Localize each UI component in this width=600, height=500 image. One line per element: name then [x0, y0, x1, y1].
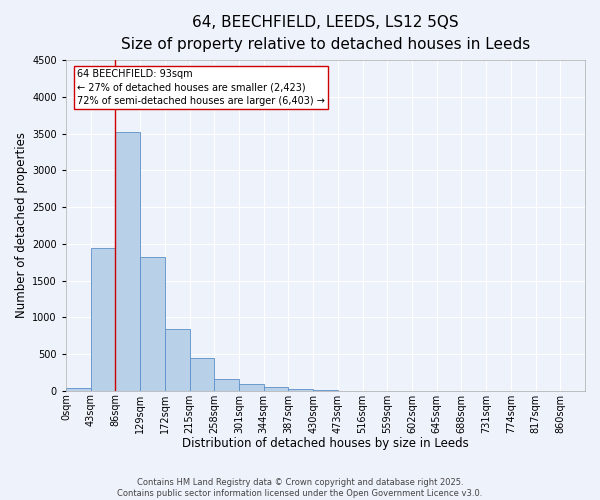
- Bar: [66, 388, 91, 390]
- Bar: [263, 387, 289, 390]
- Bar: [214, 380, 239, 390]
- Bar: [190, 358, 214, 390]
- Bar: [91, 248, 115, 390]
- Bar: [289, 388, 313, 390]
- Bar: [140, 257, 165, 390]
- Text: Contains HM Land Registry data © Crown copyright and database right 2025.
Contai: Contains HM Land Registry data © Crown c…: [118, 478, 482, 498]
- X-axis label: Distribution of detached houses by size in Leeds: Distribution of detached houses by size …: [182, 437, 469, 450]
- Y-axis label: Number of detached properties: Number of detached properties: [15, 132, 28, 318]
- Title: 64, BEECHFIELD, LEEDS, LS12 5QS
Size of property relative to detached houses in : 64, BEECHFIELD, LEEDS, LS12 5QS Size of …: [121, 15, 530, 52]
- Bar: [239, 384, 263, 390]
- Text: 64 BEECHFIELD: 93sqm
← 27% of detached houses are smaller (2,423)
72% of semi-de: 64 BEECHFIELD: 93sqm ← 27% of detached h…: [77, 69, 325, 106]
- Bar: [165, 329, 190, 390]
- Bar: [115, 132, 140, 390]
